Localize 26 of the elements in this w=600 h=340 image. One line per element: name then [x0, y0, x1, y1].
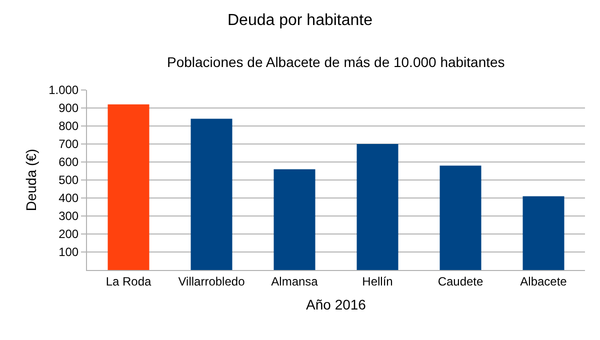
chart-subtitle: Poblaciones de Albacete de más de 10.000 habitantes [167, 54, 505, 70]
x-tick-label: Villarrobledo [178, 274, 246, 288]
x-axis-title: Año 2016 [306, 296, 366, 313]
y-tick-label: 900 [58, 101, 79, 116]
y-tick-label: 500 [58, 173, 79, 188]
bar [440, 166, 482, 270]
y-tick-label: 100 [58, 245, 79, 260]
chart-title: Deuda por habitante [228, 12, 373, 29]
y-tick-label: 700 [58, 137, 79, 152]
y-tick-label: 800 [58, 119, 79, 134]
x-tick-label: Almansa [271, 274, 318, 288]
x-tick-label: La Roda [106, 274, 152, 288]
bar [522, 196, 564, 270]
bar [356, 144, 398, 270]
y-tick-label: 300 [58, 209, 79, 224]
x-tick-label: Caudete [438, 274, 484, 288]
y-tick-label: 1.000 [48, 83, 79, 98]
x-tick-label: Hellín [362, 274, 393, 288]
bar [108, 104, 150, 270]
y-tick-label: 600 [58, 155, 79, 170]
bar [274, 169, 316, 270]
y-tick-label: 400 [58, 191, 79, 206]
y-axis-title: Deuda (€) [23, 148, 40, 212]
bar [190, 118, 232, 270]
y-tick-label: 200 [58, 227, 79, 242]
x-tick-label: Albacete [520, 274, 568, 288]
